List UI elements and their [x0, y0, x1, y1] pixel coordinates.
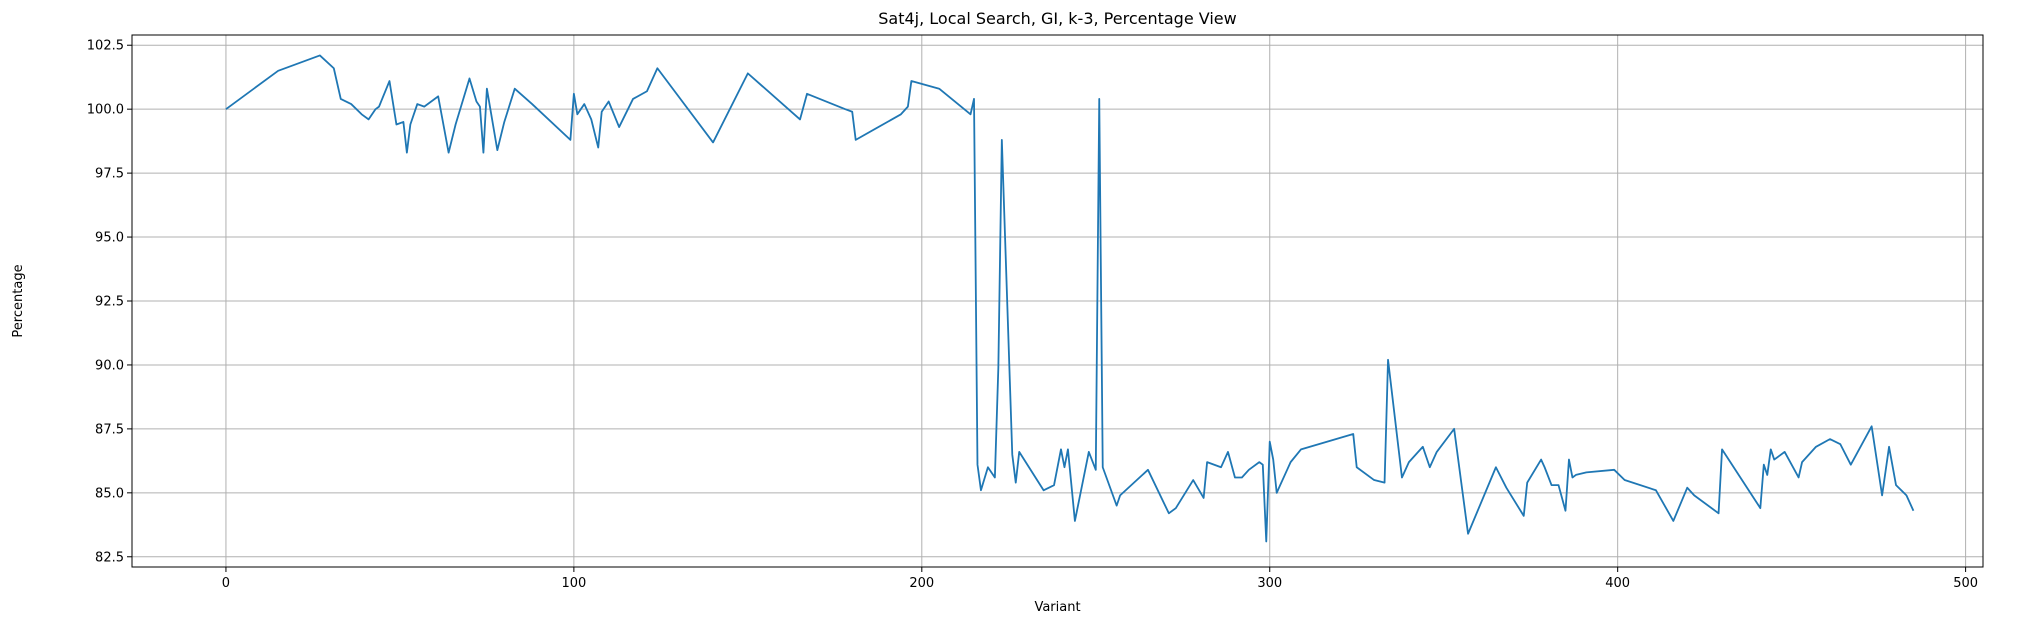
x-tick-label: 100 — [561, 576, 586, 591]
y-tick-label: 87.5 — [95, 422, 124, 437]
x-tick-label: 0 — [222, 576, 230, 591]
axis-ticks: 0 100 200 300 400 500 82.5 85.0 87.5 90.0 92.5 95.0… — [87, 39, 1978, 591]
y-tick-label: 85.0 — [95, 486, 124, 501]
y-tick-label: 97.5 — [95, 167, 124, 182]
y-tick-label: 82.5 — [95, 550, 124, 565]
y-tick-label: 100.0 — [87, 103, 124, 118]
x-axis-label: Variant — [1034, 600, 1080, 615]
x-tick-label: 200 — [909, 576, 934, 591]
x-tick-label: 300 — [1257, 576, 1282, 591]
y-tick-label: 95.0 — [95, 231, 124, 246]
x-tick-label: 400 — [1605, 576, 1630, 591]
chart-title: Sat4j, Local Search, GI, k-3, Percentage… — [878, 9, 1236, 28]
y-tick-label: 90.0 — [95, 358, 124, 373]
series-layer — [225, 54, 1915, 543]
y-axis-label: Percentage — [11, 264, 26, 337]
x-tick-label: 500 — [1953, 576, 1978, 591]
y-tick-label: 92.5 — [95, 295, 124, 310]
series-line — [225, 54, 1915, 543]
y-tick-label: 102.5 — [87, 39, 124, 54]
